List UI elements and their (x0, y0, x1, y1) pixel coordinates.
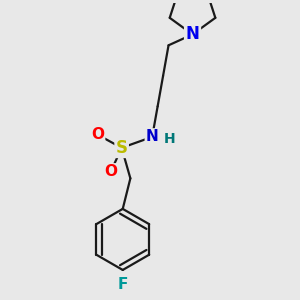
Text: O: O (104, 164, 117, 179)
Text: F: F (118, 277, 128, 292)
Text: O: O (91, 127, 104, 142)
Text: H: H (164, 132, 176, 146)
Text: N: N (186, 26, 200, 44)
Text: S: S (116, 139, 128, 157)
Text: N: N (146, 129, 159, 144)
